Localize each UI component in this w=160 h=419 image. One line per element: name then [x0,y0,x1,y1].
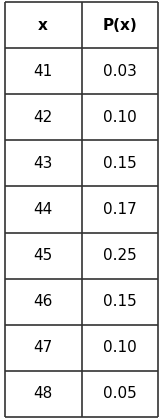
Text: 0.03: 0.03 [103,64,137,79]
Text: 44: 44 [34,202,53,217]
Text: 41: 41 [34,64,53,79]
Text: 0.17: 0.17 [103,202,137,217]
Text: 0.10: 0.10 [103,110,137,125]
Text: 0.10: 0.10 [103,340,137,355]
Text: 0.25: 0.25 [103,248,137,263]
Text: 0.05: 0.05 [103,386,137,401]
Text: 0.15: 0.15 [103,294,137,309]
Text: P(x): P(x) [103,18,137,33]
Text: 0.15: 0.15 [103,156,137,171]
Text: 46: 46 [33,294,53,309]
Text: 42: 42 [34,110,53,125]
Text: 48: 48 [34,386,53,401]
Text: x: x [38,18,48,33]
Text: 47: 47 [34,340,53,355]
Text: 45: 45 [34,248,53,263]
Text: 43: 43 [33,156,53,171]
